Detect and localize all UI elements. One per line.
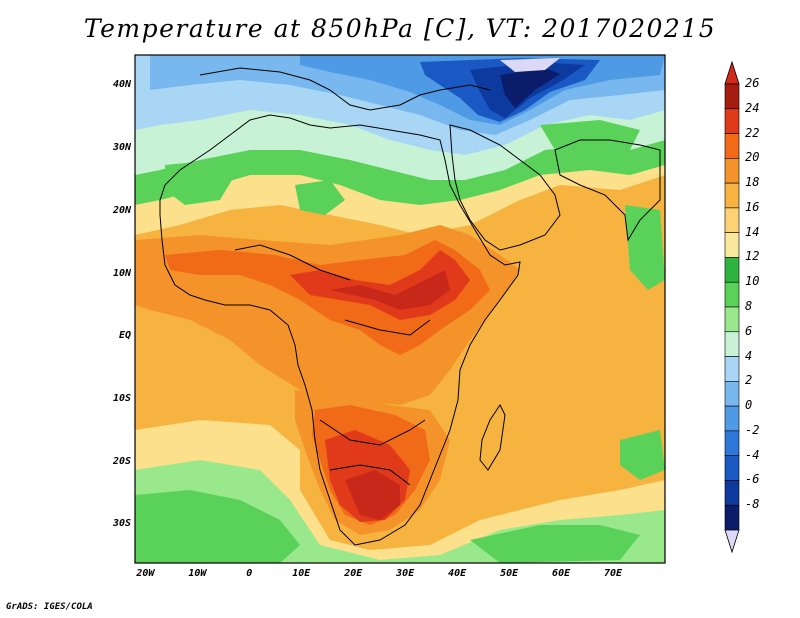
colorbar-tick-label: -8	[745, 497, 760, 512]
colorbar-tick-label: 10	[745, 274, 760, 289]
patch-green-india	[625, 205, 665, 290]
colorbar-tick-label: -2	[745, 422, 760, 437]
colorbar-swatch	[724, 207, 740, 233]
patch-green-east	[620, 430, 665, 480]
lat-tick-label: 20S	[112, 455, 131, 467]
patch-green-sahara-2	[295, 180, 345, 215]
lon-tick-label: 10W	[188, 568, 207, 579]
band-hot-red-south	[345, 470, 400, 520]
colorbar-swatch	[724, 133, 740, 159]
colorbar-swatch	[724, 331, 740, 357]
colorbar-swatch	[724, 158, 740, 184]
colorbar-tick-label: 8	[745, 299, 753, 313]
colorbar-tick-label: 4	[745, 348, 753, 363]
credit-text: GrADS: IGES/COLA	[6, 602, 93, 612]
lat-tick-label: 30S	[112, 518, 131, 530]
colorbar-swatch	[724, 306, 740, 333]
colorbar-tick-label: 6	[745, 323, 753, 338]
colorbar-swatch	[724, 356, 740, 382]
lon-tick-label: 60E	[552, 568, 571, 579]
band-navy-north	[500, 68, 560, 108]
lat-tick-label: 40N	[112, 79, 131, 91]
colorbar-swatch	[724, 83, 740, 110]
patch-lavender	[500, 58, 560, 72]
lon-tick-label: 50E	[500, 568, 519, 579]
colorbar-tick-label: 26	[745, 76, 760, 90]
lat-tick-label: 10S	[112, 392, 131, 404]
colorbar-tick-label: 0	[745, 398, 753, 413]
lon-tick-label: 20E	[344, 568, 363, 579]
lat-tick-label: 30N	[112, 142, 131, 154]
colorbar-tick-label: 18	[745, 175, 760, 190]
colorbar-swatch	[724, 430, 740, 456]
lon-tick-label: 40E	[448, 568, 467, 579]
lon-tick-label: 70E	[604, 568, 623, 579]
colorbar-tick-label: -6	[745, 472, 760, 487]
band-green-south-2	[470, 525, 640, 563]
colorbar-tick-label: 24	[745, 100, 760, 115]
colorbar-swatch	[724, 182, 740, 209]
lon-tick-label: 30E	[396, 568, 415, 579]
colorbar-swatch	[724, 504, 740, 531]
colorbar-tick-label: 2	[745, 373, 753, 388]
lat-tick-label: EQ	[118, 330, 131, 342]
colorbar-tick-label: 20	[745, 150, 760, 165]
lon-tick-label: 20W	[136, 568, 155, 579]
plot-frame	[134, 54, 666, 564]
colorbar-tick-label: 14	[745, 224, 760, 239]
map-title: Temperature at 850hPa [C], VT: 201702021…	[83, 14, 717, 43]
colorbar-tick-label: 22	[745, 125, 760, 140]
lon-tick-label: 10E	[292, 568, 311, 579]
colorbar-over-arrow	[724, 60, 740, 85]
colorbar-under-arrow	[724, 529, 740, 554]
colorbar-swatch	[724, 381, 740, 407]
band-green-south	[135, 490, 300, 563]
colorbar-swatch	[724, 108, 740, 134]
colorbar-swatch	[724, 257, 740, 283]
colorbar-swatch	[724, 405, 740, 432]
coastlines	[159, 67, 661, 546]
colorbar-swatch	[724, 480, 740, 506]
lat-tick-label: 10N	[112, 267, 131, 279]
lat-tick-label: 20N	[112, 204, 131, 216]
colorbar-tick-label: 12	[745, 249, 760, 264]
colorbar	[724, 60, 740, 554]
colorbar-tick-label: -4	[745, 447, 760, 462]
colorbar-tick-label: 16	[745, 199, 760, 214]
patch-green-sahara	[165, 160, 235, 205]
colorbar-swatch	[724, 281, 740, 308]
colorbar-swatch	[724, 455, 740, 481]
lon-tick-label: 0	[246, 568, 253, 579]
band-hot-red-core	[330, 270, 450, 310]
colorbar-swatch	[724, 232, 740, 258]
